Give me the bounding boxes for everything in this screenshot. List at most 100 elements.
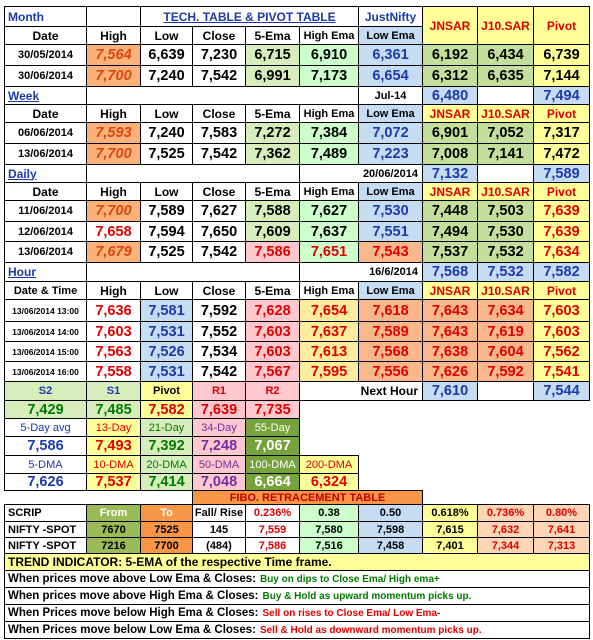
cell: 13/06/2014 <box>4 241 87 263</box>
cell: 7,559 <box>245 521 300 538</box>
cell: 7,494 <box>422 221 478 242</box>
rule-condition: When prices move above Low Ema & Closes: <box>8 573 256 585</box>
cell: 7,392 <box>140 436 193 456</box>
cell: 7,344 <box>477 537 534 554</box>
cell: Low <box>140 182 193 201</box>
cell: Pivot <box>533 104 590 123</box>
cell: Next Hour <box>299 381 423 401</box>
cell: 7,240 <box>140 122 193 144</box>
cell: 7,429 <box>4 400 87 419</box>
cell: 20-DMA <box>140 455 193 474</box>
cell: 7,568 <box>422 262 478 282</box>
cell: 7,567 <box>245 361 300 382</box>
cell: TECH. TABLE & PIVOT TABLE <box>140 6 359 27</box>
blank-cell <box>477 381 534 401</box>
cell: 30/05/2014 <box>4 44 87 66</box>
cell: Fall/ Rise <box>192 504 246 522</box>
cell: 7,362 <box>245 143 300 165</box>
cell: 7,132 <box>422 164 478 183</box>
cell: J10.SAR <box>477 6 534 45</box>
cell: 7,485 <box>86 400 141 419</box>
cell: 7,313 <box>533 537 590 554</box>
cell: S2 <box>4 381 87 401</box>
blank-cell <box>86 86 359 105</box>
cell: 06/06/2014 <box>4 122 87 144</box>
rule-action: Sell on rises to Close Ema/ Low Ema- <box>262 607 441 619</box>
cell: 7,173 <box>299 65 359 87</box>
cell: 7,317 <box>533 122 590 144</box>
cell: 7,594 <box>140 221 193 242</box>
cell: Date <box>4 26 87 45</box>
cell: To <box>140 504 193 522</box>
cell: 6,434 <box>477 44 534 66</box>
cell: 7,639 <box>533 200 590 222</box>
rule-action: Buy on dips to Close Ema/ High ema+ <box>259 573 440 585</box>
cell: JNSAR <box>422 104 478 123</box>
cell: 6,635 <box>477 65 534 87</box>
cell: 7,613 <box>299 341 359 362</box>
cell: 6,654 <box>358 65 423 87</box>
cell: 7,067 <box>245 436 300 456</box>
rule-action: Sell & Hold as downward momentum picks u… <box>259 624 482 636</box>
cell: 7,551 <box>358 221 423 242</box>
cell: 6,639 <box>140 44 193 66</box>
cell: 7,230 <box>192 44 246 66</box>
cell: 7,654 <box>299 299 359 322</box>
cell: Low Ema <box>358 104 423 123</box>
cell: 5-Day avg <box>4 418 87 437</box>
cell: 7,272 <box>245 122 300 144</box>
rule-row: When prices move above High Ema & Closes… <box>4 587 590 605</box>
cell: Low Ema <box>358 281 423 300</box>
cell: 30/06/2014 <box>4 65 87 87</box>
cell: 7,637 <box>299 321 359 342</box>
cell: 7,414 <box>140 473 193 491</box>
cell: 6,910 <box>299 44 359 66</box>
cell: JNSAR <box>422 6 478 45</box>
cell: JNSAR <box>422 281 478 300</box>
cell: Close <box>192 26 246 45</box>
cell: High Ema <box>299 281 359 300</box>
cell: FIBO. RETRACEMENT TABLE <box>192 490 423 505</box>
cell: 7,525 <box>140 241 193 263</box>
cell: 7,582 <box>140 400 193 419</box>
cell: 5-Ema <box>245 26 300 45</box>
cell: 7216 <box>86 537 141 554</box>
cell: 7,401 <box>422 537 478 554</box>
cell: 7,639 <box>192 400 246 419</box>
cell: SCRIP <box>4 504 87 522</box>
cell: 7,072 <box>358 122 423 144</box>
cell: 7,581 <box>140 299 193 322</box>
cell: 7,542 <box>192 65 246 87</box>
cell: 7,552 <box>192 321 246 342</box>
blank-cell <box>477 86 534 105</box>
cell: 7,532 <box>477 262 534 282</box>
cell: 7,592 <box>192 299 246 322</box>
blank-cell <box>86 262 300 282</box>
cell: 7,534 <box>192 341 246 362</box>
cell: 6,324 <box>299 473 359 491</box>
cell: 7,541 <box>533 361 590 382</box>
cell: 7,556 <box>358 361 423 382</box>
rule-condition: When prices move above High Ema & Closes… <box>8 590 259 602</box>
cell: 7,531 <box>140 361 193 382</box>
cell: 0.38 <box>299 504 359 522</box>
cell: 11/06/2014 <box>4 200 87 222</box>
cell: 7,589 <box>358 321 423 342</box>
cell: Pivot <box>533 6 590 45</box>
cell: High <box>86 182 141 201</box>
cell: JustNifty <box>358 6 423 27</box>
cell: Pivot <box>140 381 193 401</box>
cell: 7,634 <box>533 241 590 263</box>
cell: 7,458 <box>358 537 423 554</box>
cell: 7,562 <box>533 341 590 362</box>
cell: 7,626 <box>422 361 478 382</box>
cell: 7,448 <box>422 200 478 222</box>
cell: 7,627 <box>299 200 359 222</box>
rule-action: Buy & Hold as upward momentum picks up. <box>262 590 472 602</box>
cell: 7,615 <box>422 521 478 538</box>
cell: 7,489 <box>299 143 359 165</box>
cell: 13/06/2014 <box>4 143 87 165</box>
cell: JNSAR <box>422 182 478 201</box>
cell: 5-DMA <box>4 455 87 474</box>
cell: Date & Time <box>4 281 87 300</box>
